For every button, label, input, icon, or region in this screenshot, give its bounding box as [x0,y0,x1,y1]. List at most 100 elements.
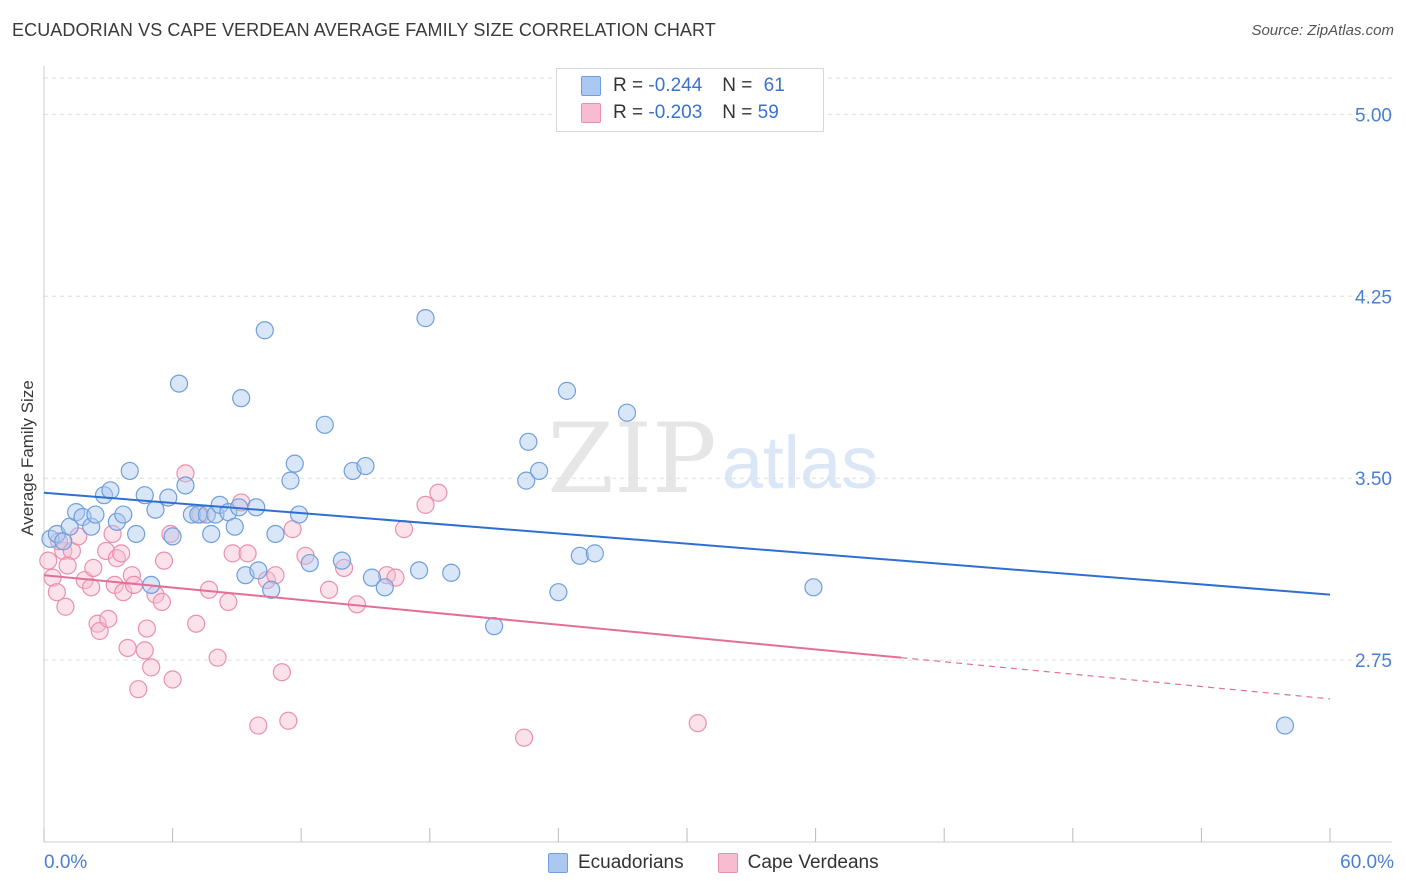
ecuadorians-point [202,524,221,544]
ecuadorians-point [232,389,251,408]
stats-legend: R = -0.244 N = 61 R = -0.203 N = 59 [556,68,824,132]
cape-verdeans-trend-line [43,574,902,659]
ecuadorians-point [182,505,201,524]
ecuadorians-point [289,505,309,524]
cape-verdeans-point [223,544,242,563]
ecuadorians-point [485,617,504,636]
ecuadorians-point [315,415,334,434]
cape-verdeans-point [56,597,75,616]
ecuadorians-point [101,481,120,500]
ecuadorians-point [442,563,461,582]
ecuadorians-point [1275,716,1295,735]
cape-verdeans-point [272,663,292,682]
ecuadorians-point [86,505,105,524]
cape-verdeans-point [416,495,435,514]
cape-verdeans-points [39,464,707,747]
ecuadorians-point [570,546,589,565]
cape-verdeans-point [154,551,174,570]
n-value: 59 [757,102,779,123]
legend-item-cape-verdeans: Cape Verdeans [717,852,879,874]
ecuadorians-point [362,568,382,587]
ecuadorians-point [549,583,568,602]
ecuadorians-point [107,512,126,531]
trend-lines [43,491,1331,700]
y-tick-label: 4.25 [1355,287,1392,308]
cape-verdeans-point [515,728,534,747]
cape-verdeans-point [208,648,227,667]
ecuadorians-point [249,561,268,580]
y-tick-label: 3.50 [1355,469,1392,490]
r-value: -0.244 [648,75,703,96]
ecuadorians-point [557,381,577,400]
ecuadorians-point [120,461,139,481]
cape-verdeans-point [394,520,414,539]
cape-verdeans-point [688,714,707,733]
cape-verdeans-point [249,716,268,735]
ecuadorians-point [163,527,182,546]
x-tick-label-min: 0.0% [44,852,88,873]
cape-verdeans-point [163,670,182,689]
ecuadorians-swatch [581,76,601,96]
stats-legend-row-ecuadorians: R = -0.244 N = 61 [581,73,785,99]
cape-verdeans-point [129,680,148,699]
ecuadorians-point [519,432,538,451]
n-label: N = [722,75,753,96]
r-label: R = [613,75,644,96]
ecuadorians-point [146,500,165,519]
cape-verdeans-point [58,556,77,575]
ecuadorians-point [281,471,300,490]
ecuadorians-point [617,403,637,422]
cape-verdeans-point [103,524,122,544]
cape-verdeans-point [334,558,354,578]
cape-verdeans-point [112,544,131,563]
y-tick-labels: 2.75 3.50 4.25 5.00 [1355,105,1392,672]
chart-title: ECUADORIAN VS CAPE VERDEAN AVERAGE FAMIL… [12,20,716,40]
cape-verdeans-point [137,619,156,638]
ecuadorians-point [176,476,195,495]
cape-verdeans-point [82,578,101,597]
stats-legend-row-cape-verdeans: R = -0.203 N = 59 [581,100,779,126]
legend-label-ecuadorians: Ecuadorians [578,852,684,873]
cape-verdeans-point [238,544,257,563]
series-legend: Ecuadorians Cape Verdeans [548,852,913,874]
n-label: N = [722,102,753,123]
legend-label-cape-verdeans: Cape Verdeans [747,852,879,873]
cape-verdeans-point [219,592,238,611]
ecuadorians-point [247,498,266,517]
ecuadorians-point [585,544,604,563]
watermark: ZIP atlas [547,403,878,515]
ecuadorians-point [804,578,823,597]
ecuadorians-point [127,524,146,544]
cape-verdeans-point [47,583,66,602]
cape-verdeans-point [39,551,58,570]
cape-verdeans-point [118,638,137,658]
axes [43,66,1392,843]
cape-verdeans-point [152,592,171,611]
ecuadorians-trend-line [43,491,1331,596]
cape-verdeans-point [84,558,103,578]
ecuadorians-point [225,517,244,536]
cape-verdeans-swatch [581,103,601,123]
ecuadorians-point [375,578,394,597]
ecuadorians-point [409,561,429,580]
cape-verdeans-point [99,609,118,628]
ecuadorians-point [300,553,319,573]
ecuadorians-point [82,517,101,536]
ecuadorians-point [517,471,536,490]
cape-verdeans-point [97,541,116,561]
x-tick-label-max: 60.0% [1340,852,1394,873]
cape-verdeans-point [142,658,161,677]
ecuadorians-point [262,580,281,599]
cape-verdeans-point [187,614,206,633]
ecuadorians-points [41,309,1295,735]
n-value: 61 [763,75,785,96]
r-label: R = [613,102,644,123]
r-value: -0.203 [648,102,703,123]
ecuadorians-swatch [548,853,568,873]
ecuadorians-point [285,454,304,473]
cape-verdeans-point [135,641,154,660]
y-tick-label: 2.75 [1355,651,1392,672]
ecuadorians-point [169,374,189,393]
watermark-zip: ZIP [547,403,716,515]
